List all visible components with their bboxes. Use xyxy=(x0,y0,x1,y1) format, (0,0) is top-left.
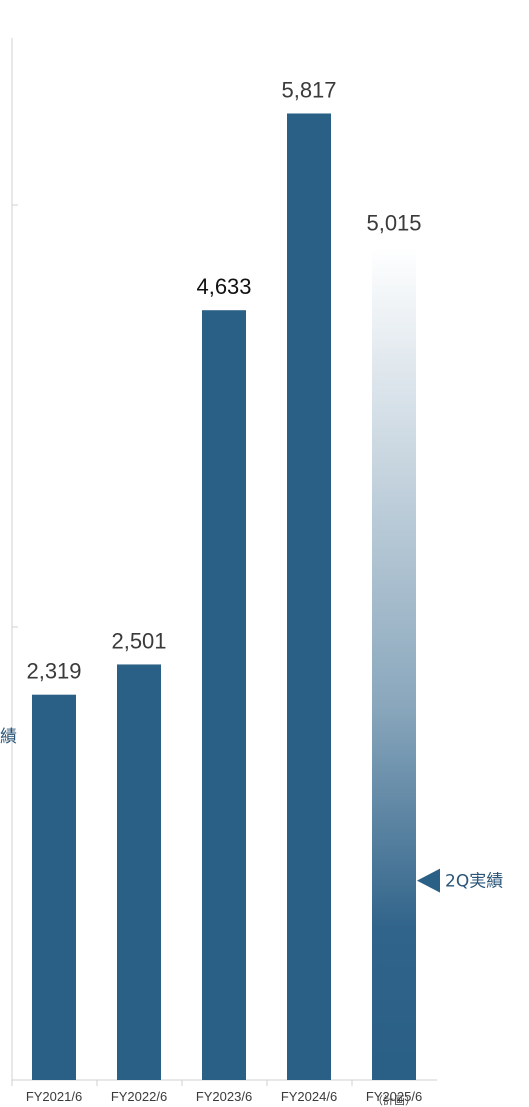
x-tick-label: FY2022/6 xyxy=(111,1089,167,1104)
x-tick-label: FY2021/6 xyxy=(26,1089,82,1104)
x-tick-label: FY2025/6 xyxy=(366,1089,422,1104)
bar-fy2024-6 xyxy=(287,113,331,1080)
annotation-arrow-icon xyxy=(417,868,440,893)
data-label: 4,633 xyxy=(196,274,251,299)
annotation-2q: 2Q実績 xyxy=(417,868,503,893)
bar-fy2025-6 xyxy=(372,246,416,1080)
bar-fy2023-6 xyxy=(202,310,246,1080)
data-label: 2,501 xyxy=(111,628,166,653)
x-tick-label: FY2023/6 xyxy=(196,1089,252,1104)
x-tick-sublabel: （計画） xyxy=(372,1093,416,1107)
data-label: 2,319 xyxy=(26,659,81,684)
clipped-annotation-text: 績 xyxy=(0,727,17,747)
data-label: 5,015 xyxy=(366,211,421,236)
x-tick-label: FY2024/6 xyxy=(281,1089,337,1104)
bar-fy2021-6 xyxy=(32,694,76,1080)
annotation-label: 2Q実績 xyxy=(445,872,503,892)
bar-fy2022-6 xyxy=(117,664,161,1080)
data-label: 5,817 xyxy=(281,77,336,102)
